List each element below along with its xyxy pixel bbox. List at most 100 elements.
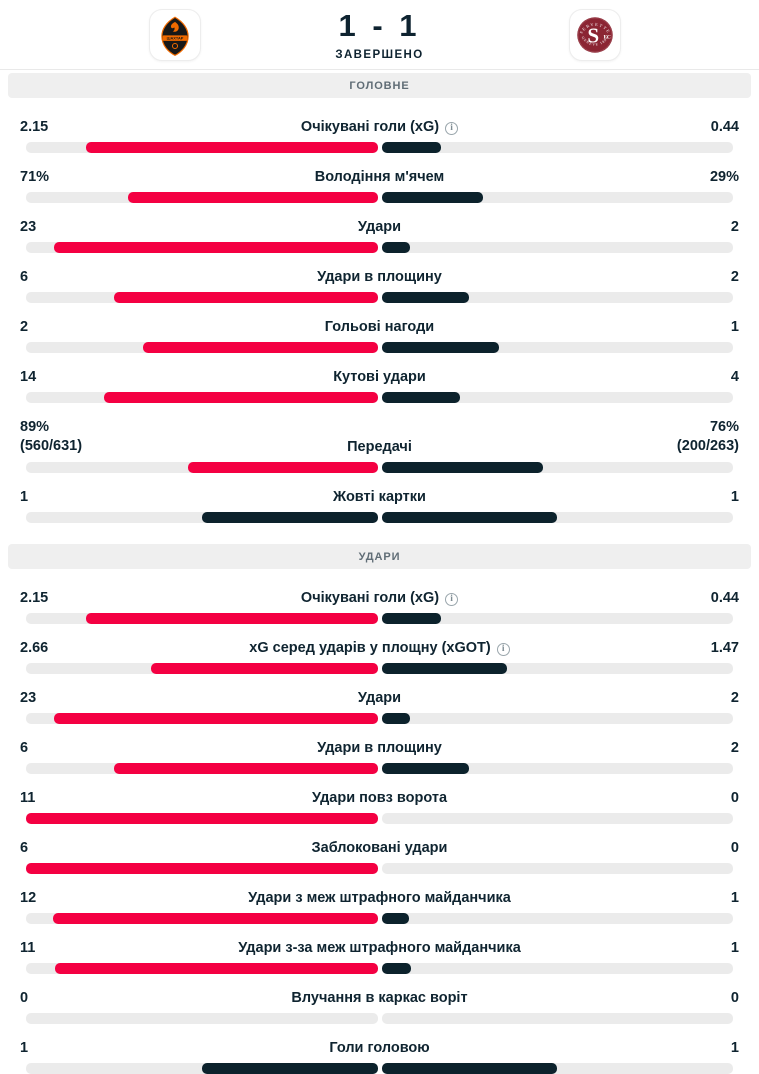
away-value-main: 1	[730, 940, 739, 956]
home-value-main: 14	[20, 369, 37, 385]
away-value-main: 1	[730, 890, 739, 906]
stat-bar	[26, 142, 733, 153]
stat-row: 71% Володіння м'ячем 29%	[20, 169, 739, 203]
home-value: 6	[20, 269, 28, 286]
stat-label: Кутові удари	[20, 369, 739, 386]
away-bar-track	[381, 142, 733, 153]
home-bar-fill	[104, 392, 378, 403]
stat-label: xG серед ударів у площну (xGOT) i	[20, 640, 739, 657]
away-bar-track	[381, 663, 733, 674]
home-value-main: 11	[20, 940, 36, 956]
away-bar-fill	[381, 763, 470, 774]
away-value-main: 1.47	[710, 640, 739, 656]
away-value-main: 2	[730, 269, 739, 285]
stat-label-text: Очікувані голи (xG)	[300, 119, 440, 135]
home-value: 11	[20, 790, 35, 807]
away-bar-track	[381, 963, 733, 974]
score-block: 1 - 1 ЗАВЕРШЕНО	[0, 9, 759, 61]
stat-label: Удари в площину	[20, 269, 739, 286]
home-value-main: 2.15	[20, 119, 49, 135]
home-value: 6	[20, 740, 28, 757]
home-value: 0	[20, 990, 28, 1007]
away-value: 1.47	[711, 640, 739, 657]
home-bar-fill	[201, 512, 378, 523]
away-value: 2	[731, 740, 739, 757]
home-value: 23	[20, 219, 36, 236]
home-value-main: 1	[20, 1040, 29, 1056]
away-bar-fill	[381, 512, 558, 523]
away-value-main: 1	[730, 319, 739, 335]
stats-section: ГОЛОВНЕ 2.15 Очікувані голи (xG) i 0.44	[0, 73, 759, 523]
stat-bar	[26, 863, 733, 874]
home-team-logo[interactable]: ШАХТАР	[149, 9, 201, 61]
home-value: 1	[20, 1040, 28, 1057]
stat-label-text: xG серед ударів у площну (xGOT)	[249, 640, 491, 656]
away-value: 1	[731, 940, 739, 957]
stat-bar	[26, 813, 733, 824]
home-bar-track	[26, 663, 378, 674]
away-value-main: 4	[730, 369, 739, 385]
away-team-logo[interactable]: SERVETTE S FC GENEVE 1890	[569, 9, 621, 61]
home-bar-fill	[54, 242, 378, 253]
info-icon[interactable]: i	[496, 643, 510, 656]
away-value: 2	[731, 269, 739, 286]
home-bar-fill	[113, 763, 378, 774]
stat-label-text: Заблоковані удари	[311, 840, 448, 856]
home-bar-track	[26, 512, 378, 523]
home-bar-track	[26, 342, 378, 353]
stat-row: 11 Удари з-за меж штрафного майданчика 1	[20, 940, 739, 974]
stat-row: 14 Кутові удари 4	[20, 369, 739, 403]
stat-bar	[26, 713, 733, 724]
home-bar-track	[26, 913, 378, 924]
away-bar-fill	[381, 462, 544, 473]
info-icon[interactable]: i	[445, 593, 459, 606]
stat-row: 0 Влучання в каркас воріт 0	[20, 990, 739, 1024]
stat-bar	[26, 1013, 733, 1024]
home-bar-track	[26, 192, 378, 203]
home-bar-track	[26, 763, 378, 774]
home-bar-track	[26, 392, 378, 403]
home-value: 2.15	[20, 119, 48, 136]
home-bar-track	[26, 462, 378, 473]
home-value: 1	[20, 489, 28, 506]
away-bar-track	[381, 813, 733, 824]
stat-row: 1 Жовті картки 1	[20, 489, 739, 523]
away-value-main: 0	[730, 790, 739, 806]
home-bar-track	[26, 813, 378, 824]
away-value: 2	[731, 219, 739, 236]
away-bar-track	[381, 763, 733, 774]
stat-row: 12 Удари з меж штрафного майданчика 1	[20, 890, 739, 924]
away-value: 0	[731, 790, 739, 807]
home-value-main: 23	[20, 690, 37, 706]
home-bar-fill	[113, 292, 378, 303]
section-rows: 2.15 Очікувані голи (xG) i 0.44 2.66	[0, 590, 759, 1074]
stat-label: Удари в площину	[20, 740, 739, 757]
away-bar-fill	[381, 713, 410, 724]
stat-bar	[26, 663, 733, 674]
info-icon[interactable]: i	[445, 122, 459, 135]
stat-label: Гольові нагоди	[20, 319, 739, 336]
home-bar-fill	[85, 613, 378, 624]
stat-row: 2.15 Очікувані голи (xG) i 0.44	[20, 119, 739, 153]
home-value: 11	[20, 940, 35, 957]
svg-text:FC: FC	[603, 34, 610, 40]
away-bar-track	[381, 512, 733, 523]
home-value-main: 0	[20, 990, 29, 1006]
home-bar-fill	[151, 663, 378, 674]
stat-bar	[26, 512, 733, 523]
away-value-main: 29%	[709, 169, 739, 185]
away-value-main: 2	[730, 740, 739, 756]
home-value: 14	[20, 369, 36, 386]
stat-row: 6 Заблоковані удари 0	[20, 840, 739, 874]
away-bar-track	[381, 462, 733, 473]
shakhtar-crest-icon: ШАХТАР	[161, 16, 189, 56]
stat-bar	[26, 913, 733, 924]
home-value-main: 2.66	[20, 640, 49, 656]
home-value-main: 11	[20, 790, 36, 806]
stat-bar	[26, 292, 733, 303]
home-value-main: 71%	[20, 169, 50, 185]
home-value-main: 6	[20, 269, 29, 285]
away-value: 1	[731, 489, 739, 506]
stat-label-text: Жовті картки	[333, 489, 426, 505]
away-value: 0.44	[711, 119, 739, 136]
